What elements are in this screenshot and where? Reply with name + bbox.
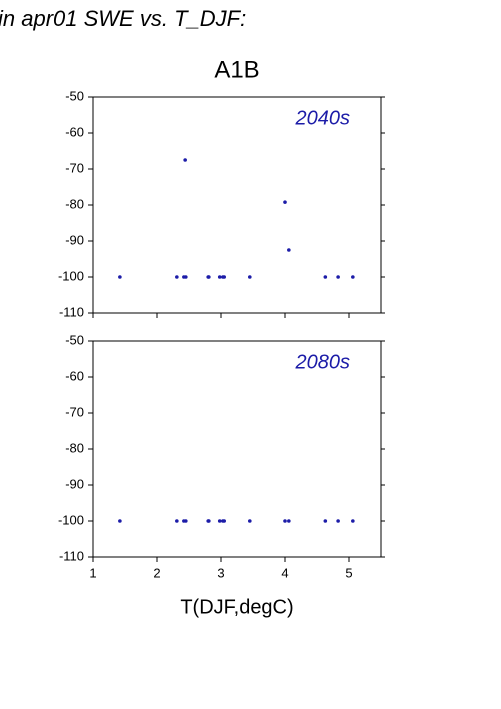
- x-tick-label: 1: [89, 565, 96, 580]
- point: [184, 275, 188, 279]
- y-tick-label: -60: [65, 124, 84, 139]
- point: [336, 519, 340, 523]
- y-tick-label: -70: [65, 160, 84, 175]
- point: [222, 519, 226, 523]
- x-tick-label: 2: [153, 565, 160, 580]
- point: [283, 519, 287, 523]
- point: [222, 275, 226, 279]
- point: [336, 275, 340, 279]
- x-axis-label: T(DJF,degC): [180, 596, 293, 618]
- point: [118, 519, 122, 523]
- point: [323, 275, 328, 279]
- y-tick-label: -90: [65, 476, 84, 491]
- y-tick-label: -80: [65, 440, 84, 455]
- point: [118, 275, 122, 279]
- x-tick-label: 3: [217, 565, 224, 580]
- x-tick-label: 4: [281, 565, 288, 580]
- x-tick-label: 5: [345, 565, 352, 580]
- y-tick-label: -110: [59, 304, 84, 319]
- point: [207, 519, 211, 523]
- point: [175, 275, 179, 279]
- y-tick-label: -50: [65, 88, 84, 103]
- point: [207, 275, 211, 279]
- plot-frame: [92, 96, 382, 314]
- point: [323, 519, 328, 523]
- y-tick-label: -50: [65, 332, 84, 347]
- point: [351, 519, 355, 523]
- y-tick-label: -60: [65, 368, 84, 383]
- point: [351, 275, 355, 279]
- y-tick-label: -70: [65, 404, 84, 419]
- y-tick-label: -100: [58, 268, 84, 283]
- point: [248, 275, 252, 279]
- point: [184, 519, 188, 523]
- panel-title: A1B: [214, 56, 259, 83]
- y-tick-label: -90: [65, 232, 84, 247]
- point: [248, 519, 252, 523]
- point: [287, 519, 291, 523]
- point: [175, 519, 179, 523]
- point: [283, 200, 287, 204]
- figure-heading: in apr01 SWE vs. T_DJF:: [0, 6, 246, 31]
- plot-frame: [92, 340, 382, 558]
- point: [287, 248, 291, 252]
- y-tick-label: -110: [59, 548, 84, 563]
- y-tick-label: -100: [58, 512, 84, 527]
- point: [217, 519, 222, 523]
- panel-annotation: 2040s: [295, 107, 351, 129]
- panel-annotation: 2080s: [295, 351, 351, 373]
- point: [183, 158, 187, 162]
- y-tick-label: -80: [65, 196, 84, 211]
- point: [217, 275, 222, 279]
